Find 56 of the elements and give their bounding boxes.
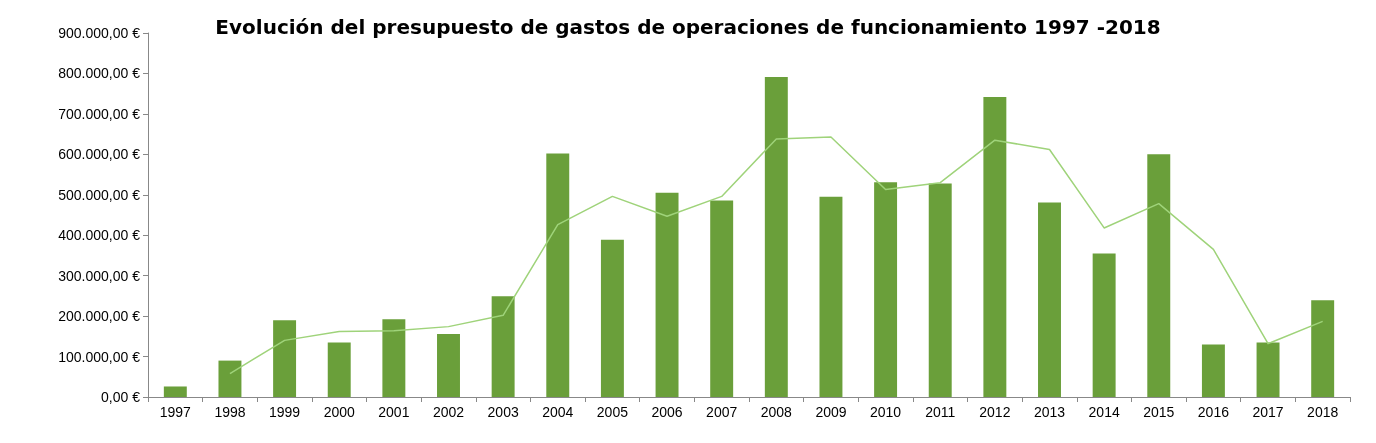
- chart-title: Evolución del presupuesto de gastos de operaciones de funcionamiento 1997 -2018: [215, 15, 1161, 39]
- y-tick-label: 200.000,00 €: [58, 308, 141, 325]
- x-tick-label: 2002: [432, 404, 465, 420]
- x-tick-label: 2005: [596, 404, 629, 420]
- bar: [764, 77, 788, 397]
- x-tick-label: 2009: [815, 404, 847, 420]
- bar: [382, 319, 406, 397]
- bar: [1256, 342, 1280, 397]
- bar: [928, 183, 952, 397]
- bar: [1038, 202, 1061, 397]
- x-tick-label: 2001: [378, 404, 410, 420]
- x-tick-label: 2018: [1307, 404, 1339, 420]
- bar: [273, 320, 297, 397]
- y-tick-label: 300.000,00 €: [58, 267, 141, 284]
- bar: [710, 200, 734, 397]
- bar: [163, 386, 187, 397]
- x-tick-label: 2000: [323, 404, 356, 420]
- x-tick-label: 2003: [487, 404, 519, 420]
- x-tick-label: 1999: [269, 404, 301, 420]
- x-tick-label: 2010: [870, 404, 902, 420]
- bar: [327, 342, 351, 397]
- x-tick-label: 2016: [1197, 404, 1230, 420]
- bar: [1147, 154, 1171, 397]
- y-tick-label: 600.000,00 €: [58, 146, 141, 163]
- bar: [1201, 344, 1225, 397]
- y-tick-label: 400.000,00 €: [58, 227, 141, 244]
- bar: [1092, 253, 1116, 397]
- x-tick-label: 1997: [159, 404, 192, 420]
- bar: [655, 192, 679, 397]
- bar: [874, 182, 898, 397]
- y-tick-label: 800.000,00 €: [58, 65, 141, 82]
- x-tick-label: 1998: [214, 404, 246, 420]
- x-tick-label: 2014: [1088, 404, 1120, 420]
- y-tick-label: 100.000,00 €: [58, 348, 141, 365]
- y-tick-label: 900.000,00 €: [58, 25, 141, 41]
- y-tick-label: 700.000,00 €: [58, 105, 141, 122]
- x-tick-label: 2007: [706, 404, 738, 420]
- bar: [546, 153, 570, 397]
- x-tick-label: 2008: [760, 404, 793, 420]
- bar: [819, 196, 843, 397]
- x-tick-label: 2006: [651, 404, 683, 420]
- x-tick-label: 2017: [1252, 404, 1284, 420]
- bar: [437, 333, 460, 397]
- x-tick-label: 2013: [1033, 404, 1066, 420]
- x-tick-label: 2011: [925, 404, 956, 420]
- bar: [218, 360, 242, 397]
- x-tick-label: 2012: [979, 404, 1011, 420]
- y-tick-label: 0,00 €: [101, 389, 141, 405]
- bar: [983, 96, 1007, 397]
- y-tick-label: 500.000,00 €: [58, 186, 141, 203]
- line-series: [229, 136, 1324, 375]
- bar: [600, 239, 624, 397]
- bar: [1311, 300, 1335, 397]
- x-tick-label: 2004: [542, 404, 574, 420]
- x-tick-label: 2015: [1143, 404, 1175, 420]
- bar: [491, 296, 515, 397]
